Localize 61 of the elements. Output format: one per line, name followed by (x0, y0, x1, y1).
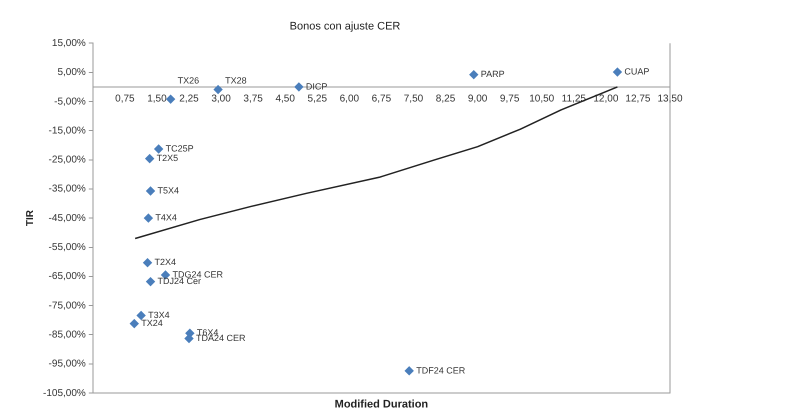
x-tick-label: 9,75 (500, 94, 520, 105)
x-tick-label: 3,75 (243, 94, 264, 105)
y-tick-label: -95,00% (48, 358, 86, 370)
y-tick-label: 5,00% (57, 67, 86, 78)
annotation: TX24 (141, 318, 163, 328)
point (146, 277, 156, 286)
point (136, 310, 146, 320)
x-tick-label: 2,25 (179, 94, 200, 105)
annotation: TDJ24 Cer (158, 276, 202, 286)
x-tick-label: 1,50 (147, 94, 168, 105)
y-tick-label: -25,00% (48, 154, 86, 166)
annotation: CUAP (624, 66, 650, 77)
y-tick-label: -15,00% (48, 125, 86, 136)
point (146, 186, 156, 196)
x-tick-label: 12,75 (625, 94, 651, 105)
y-tick-label: -35,00% (48, 184, 86, 195)
x-tick-label: 12,00 (593, 94, 619, 105)
x-tick-label: 10,50 (529, 94, 555, 105)
point (612, 68, 622, 77)
x-tick-label: 8,25 (436, 94, 456, 105)
x-tick-label: 5,25 (308, 94, 328, 105)
point (144, 214, 153, 223)
annotation: T5X4 (158, 185, 180, 196)
y-tick-label: -55,00% (48, 242, 86, 253)
chart-title: Bonos con ajuste CER (290, 20, 400, 33)
annotation: TX28 (225, 75, 247, 86)
y-tick-label: 15,00% (52, 38, 86, 49)
y-tick-label: -105,00% (42, 388, 86, 399)
y-axis-title: TIR (24, 209, 36, 226)
point (469, 70, 478, 80)
annotation: TX26 (178, 75, 200, 86)
x-tick-label: 6,00 (340, 94, 360, 105)
y-tick-label: -75,00% (48, 300, 86, 312)
x-tick-label: 4,50 (275, 94, 296, 105)
annotation: TC25P (166, 144, 194, 154)
annotation: T4X4 (155, 212, 177, 223)
point (145, 154, 154, 164)
annotation: PARP (480, 69, 505, 80)
x-tick-label: 0,75 (115, 94, 136, 105)
x-tick-label: 7,50 (404, 94, 424, 105)
point (154, 144, 164, 154)
point (130, 319, 139, 328)
point (214, 85, 223, 94)
x-tick-label: 9,00 (468, 94, 488, 105)
y-tick-label: -45,00% (48, 212, 86, 224)
annotation: T2X4 (154, 257, 176, 268)
annotation: TDF24 CER (416, 365, 466, 376)
annotation: T3X4 (148, 310, 170, 320)
x-tick-label: 3,00 (211, 94, 232, 105)
annotation: DICP (306, 81, 328, 92)
point (143, 258, 152, 268)
point (294, 82, 304, 92)
x-tick-label: 6,75 (372, 94, 392, 105)
x-tick-label: 13,50 (657, 94, 683, 105)
y-tick-label: -85,00% (48, 329, 86, 340)
y-tick-label: -65,00% (48, 271, 86, 282)
x-axis-title: Modified Duration (334, 398, 428, 411)
y-tick-label: -5,00% (54, 96, 86, 108)
point (166, 94, 176, 104)
annotation: T2X5 (156, 153, 178, 164)
point (404, 366, 414, 376)
